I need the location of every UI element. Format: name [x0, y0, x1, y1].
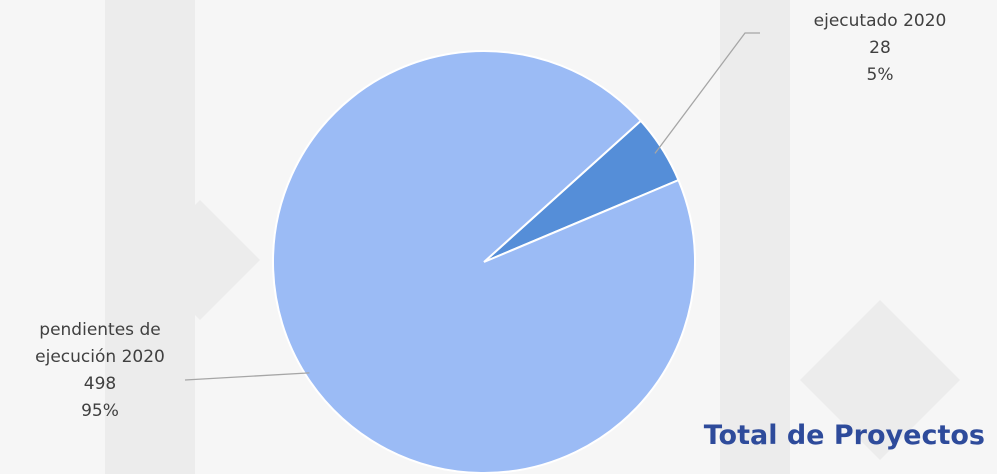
pie-slice	[273, 51, 695, 473]
label-percent: 95%	[10, 398, 190, 425]
label-category: ejecutado 2020	[770, 8, 990, 35]
label-value: 28	[770, 35, 990, 62]
leader-line	[185, 373, 309, 380]
label-value: 498	[10, 371, 190, 398]
chart-title: Total de Proyectos	[704, 420, 985, 451]
label-percent: 5%	[770, 62, 990, 89]
label-category: pendientes de ejecución 2020	[10, 317, 190, 371]
chart: Total de Proyectos ejecutado 2020285% pen…	[0, 0, 997, 474]
